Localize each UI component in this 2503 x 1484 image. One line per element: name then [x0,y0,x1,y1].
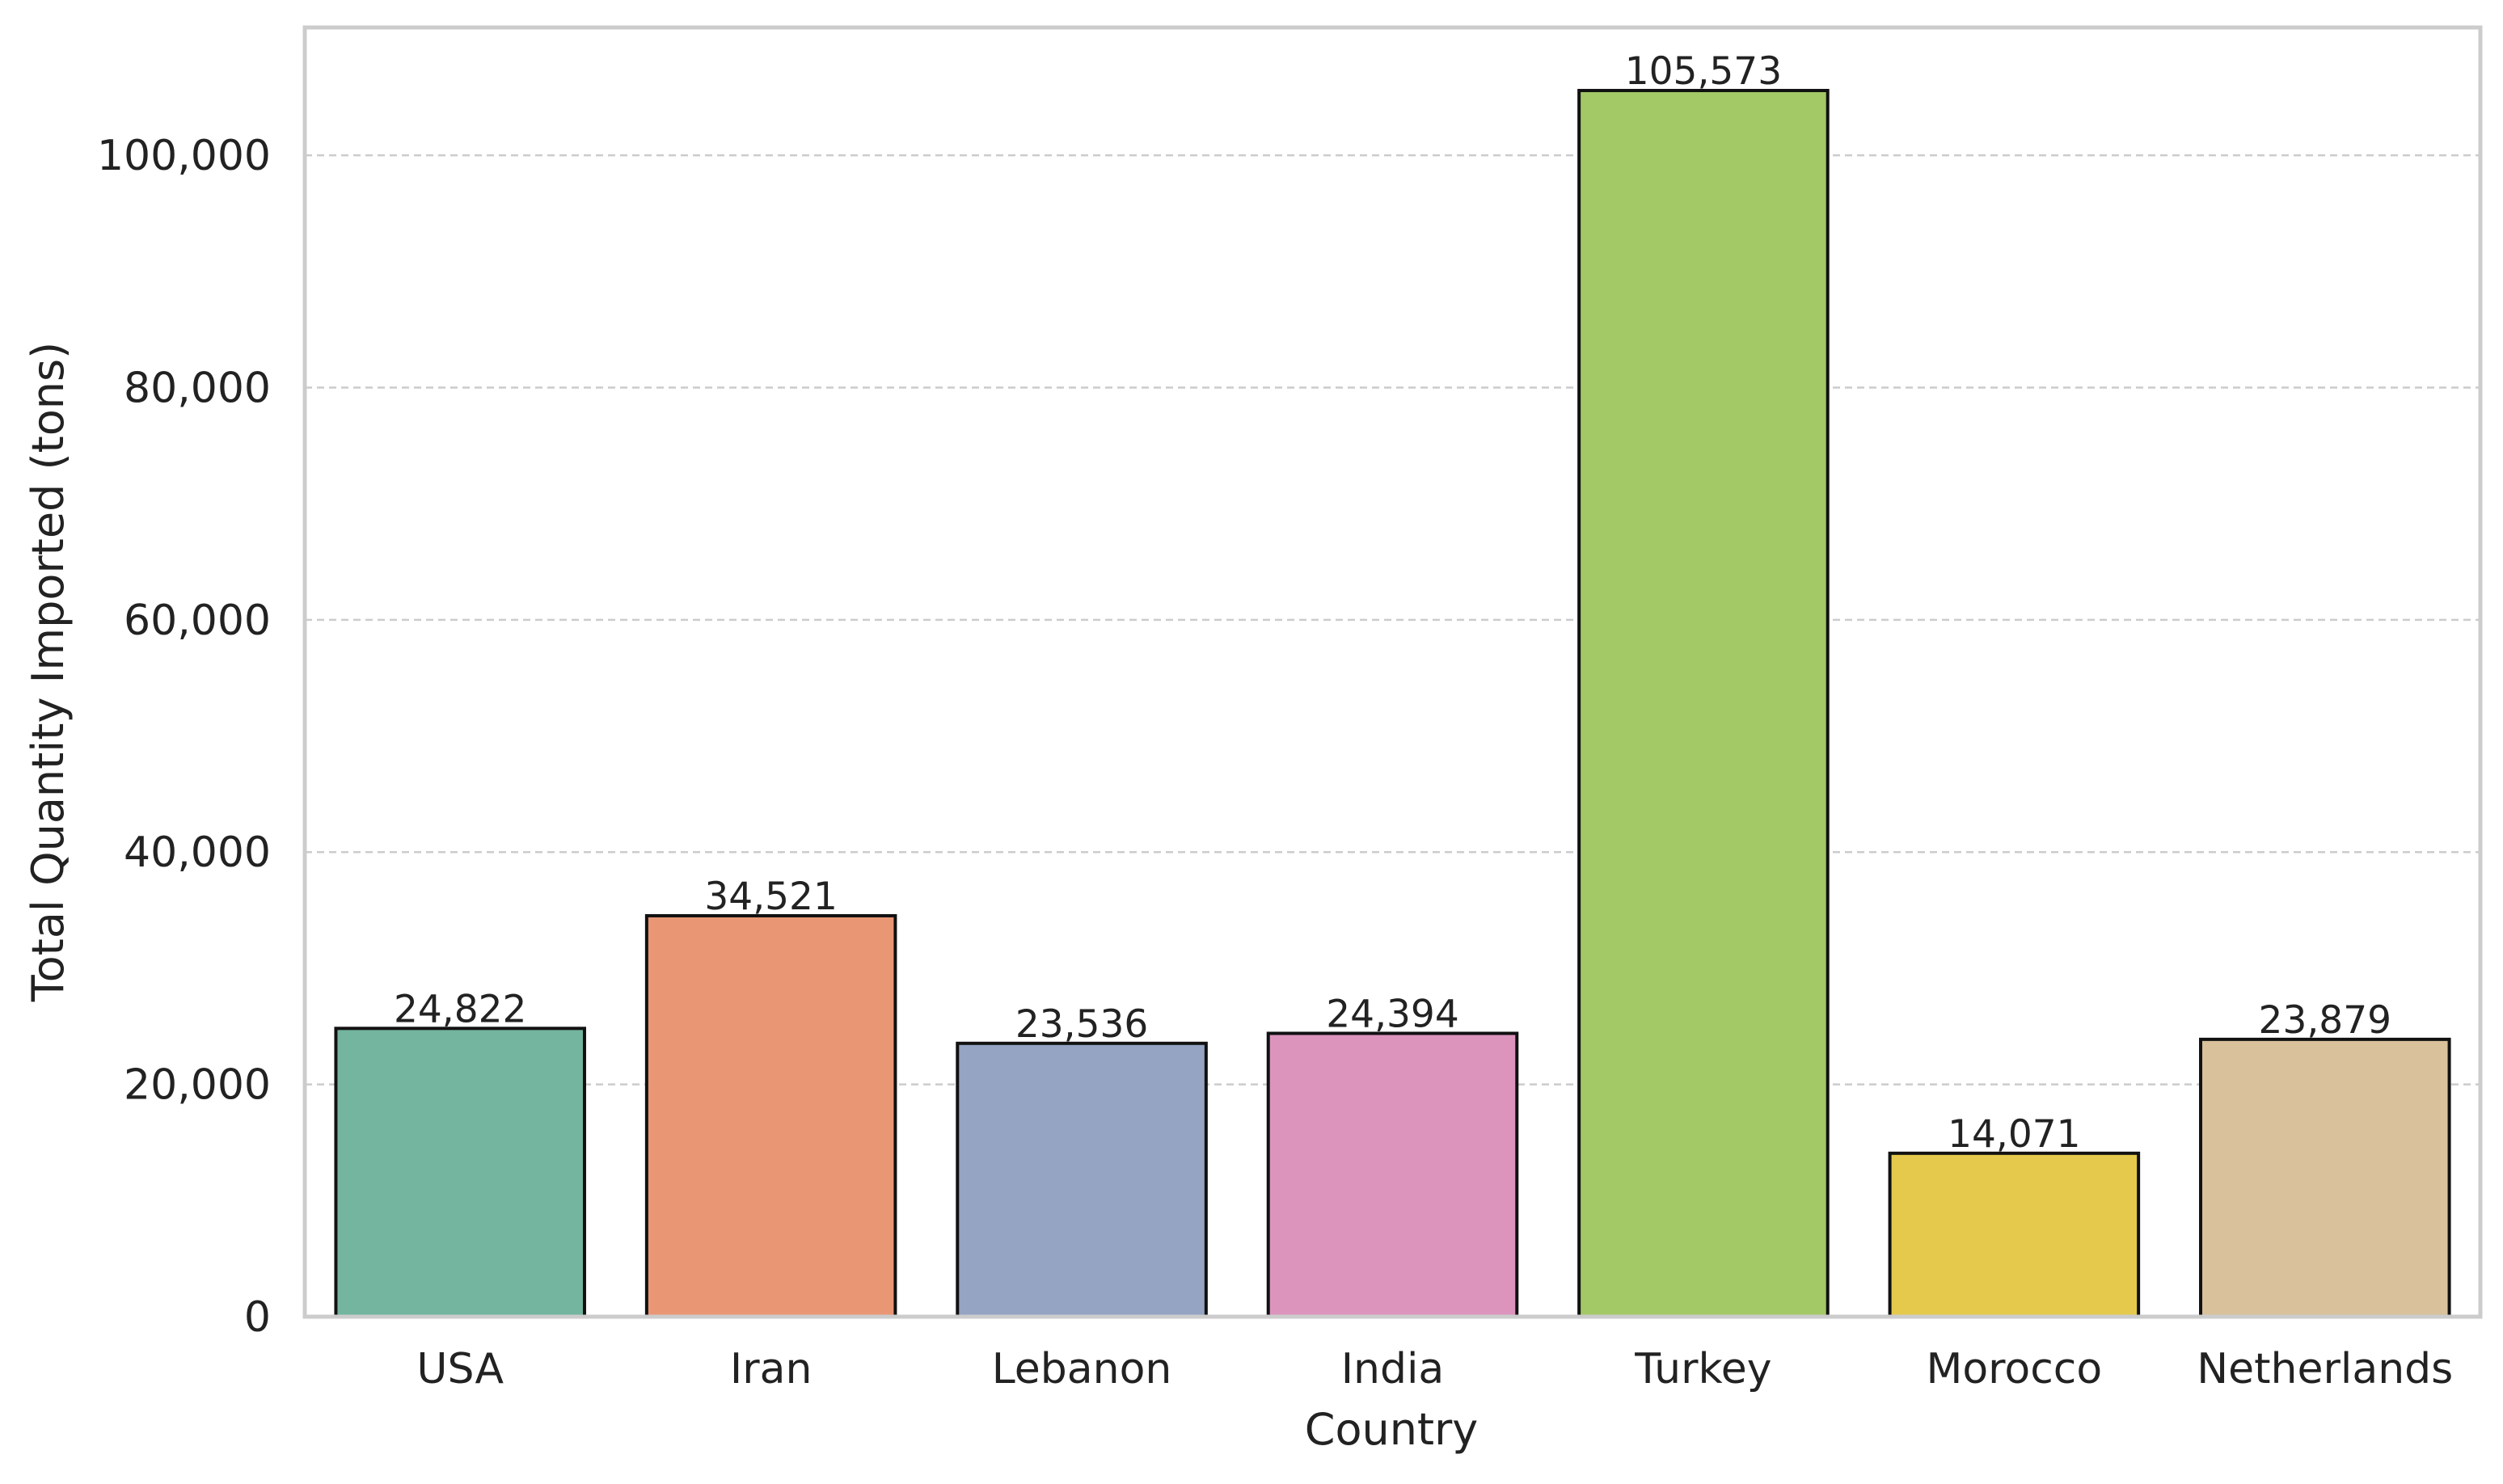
gridlines [305,154,2480,1086]
y-axis-ticks: 0 20,000 40,000 60,000 80,000 100,000 [97,132,271,1342]
y-axis-title: Total Quantity Imported (tons) [23,342,74,1002]
bar-value-label: 24,822 [394,987,526,1031]
bar-value-label: 34,521 [704,875,837,919]
x-axis-title: Country [1305,1404,1479,1455]
y-tick-label: 80,000 [124,364,271,412]
bar-value-label: 23,879 [2259,998,2391,1043]
x-tick-label: Turkey [1634,1345,1771,1393]
bar-value-label: 23,536 [1015,1002,1148,1047]
bar-value-labels: 24,822 34,521 23,536 24,394 105,573 14,071 23,… [394,49,2391,1157]
x-tick-label: Morocco [1926,1345,2102,1393]
bars [334,88,2451,1319]
x-tick-label: Iran [730,1345,813,1393]
y-tick-label: 60,000 [124,597,271,645]
y-tick-label: 40,000 [124,828,271,877]
bar-value-label: 14,071 [1948,1112,2080,1157]
bar-india [1266,1031,1519,1319]
x-axis-ticks: USA Iran Lebanon India Turkey Morocco Netherla… [416,1345,2453,1393]
y-tick-label: 20,000 [124,1061,271,1110]
bar-value-label: 24,394 [1326,992,1458,1036]
x-tick-label: Lebanon [992,1345,1172,1393]
bar-value-label: 105,573 [1625,49,1782,94]
bar-netherlands [2199,1037,2451,1318]
y-tick-label: 0 [244,1293,271,1342]
plot-frame [302,25,2483,1319]
x-tick-label: Netherlands [2197,1345,2453,1393]
y-tick-label: 100,000 [97,132,271,180]
bar-morocco [1888,1151,2141,1318]
bar-lebanon [956,1041,1208,1318]
x-tick-label: India [1341,1345,1445,1393]
bar-iran [644,913,897,1318]
x-tick-label: USA [416,1345,504,1393]
bar-usa [334,1027,586,1318]
bar-turkey [1577,88,1830,1319]
